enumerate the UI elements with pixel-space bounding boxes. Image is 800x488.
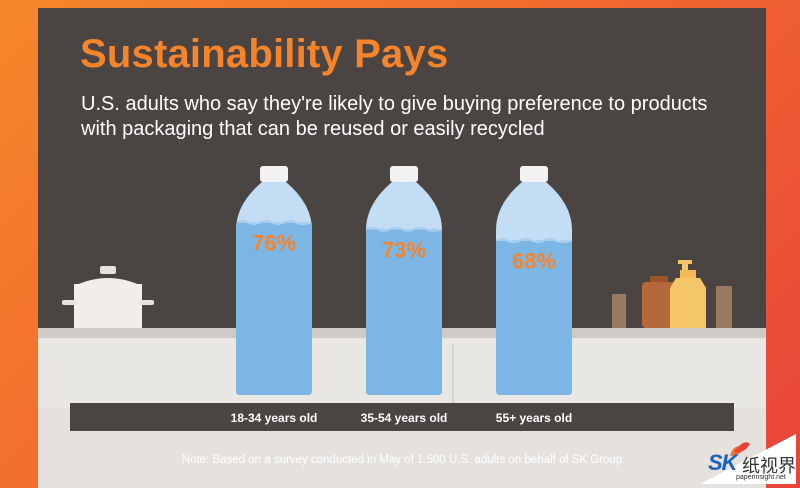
category-label: 18-34 years old [231,411,318,425]
counter-divider [452,344,454,404]
data-label: 68% [512,249,556,274]
water-wave [496,238,572,244]
sk-logo [700,434,796,484]
logo-cjk-text: 纸视界 [742,456,796,476]
bottle-bar-chart: 76% 18-34 years old 73% 35-54 years old 68% 5… [231,166,572,425]
data-label: 76% [252,230,296,255]
bar [366,229,442,395]
bottle-cap [520,166,548,182]
category-label: 35-54 years old [361,411,448,425]
chart-panel: Sustainability Pays U.S. adults who say … [38,8,766,488]
water-wave [236,219,312,225]
logo-url: paperinsight.net [736,474,786,481]
bottle-cap [260,166,288,182]
chart-subtitle: U.S. adults who say they're likely to gi… [81,93,708,140]
category-label-bar [70,403,734,431]
category-label: 55+ years old [496,411,572,425]
chart-title: Sustainability Pays [80,32,449,76]
chart-note: Note: Based on a survey conducted in May… [181,454,623,466]
bar [496,240,572,395]
data-label: 73% [382,237,426,262]
bottle-cap [390,166,418,182]
logo-mark: SK [708,450,738,475]
water-wave [366,226,442,232]
jars-and-soap-icon [612,260,732,328]
bar [236,222,312,395]
pot-icon [62,266,154,328]
